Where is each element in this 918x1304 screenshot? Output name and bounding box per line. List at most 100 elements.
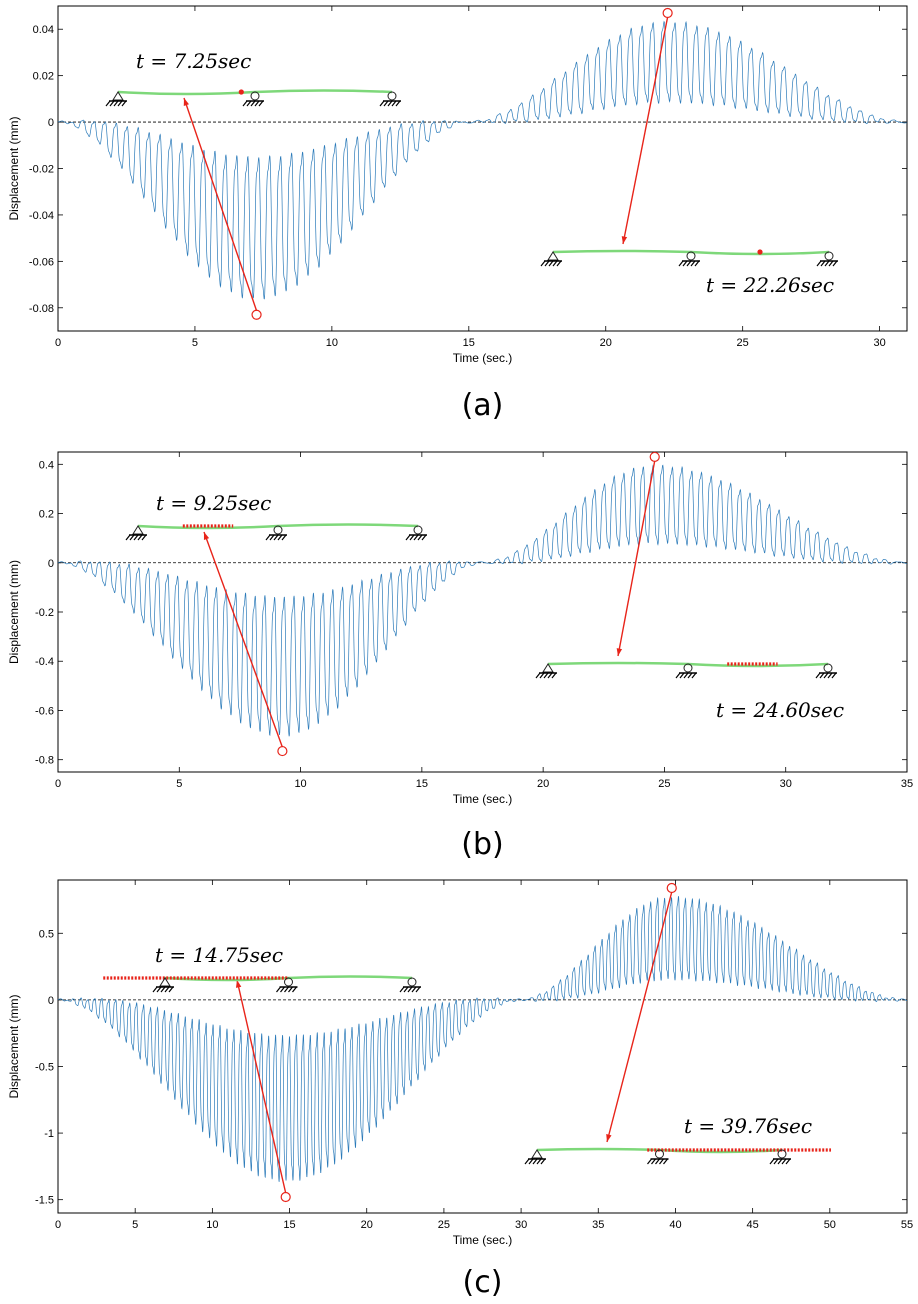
x-tick-label: 10 [294, 778, 306, 790]
peak-arrow [183, 97, 258, 311]
chart-a: 0 5 10 15 20 25 30 -0.08 -0.06 -0.04 -0.02 0 0.02 0.0… [7, 5, 908, 423]
hatch [276, 986, 281, 993]
hatch [125, 534, 131, 541]
arrow-head [616, 648, 623, 656]
arrow-head [621, 236, 628, 244]
hatch [395, 100, 401, 107]
x-axis-label: Time (sec.) [453, 351, 513, 365]
time-label: t = 7.25sec [136, 49, 251, 73]
arrow-head [183, 98, 189, 106]
y-tick-label: 0.04 [33, 24, 54, 36]
hatch [528, 1158, 534, 1165]
roller-support [675, 663, 697, 679]
x-tick-label: 5 [132, 1219, 138, 1231]
x-tick-label: 0 [55, 778, 61, 790]
figure-caption: (c) [463, 1265, 503, 1300]
roller-support [242, 91, 264, 107]
hatch [269, 534, 275, 541]
hatch [164, 986, 170, 993]
y-tick-label: -1.5 [35, 1195, 54, 1207]
hatch [250, 100, 256, 107]
time-label: t = 9.25sec [156, 491, 271, 515]
peak-marker [251, 309, 262, 320]
x-tick-label: 15 [463, 337, 475, 349]
hatch [694, 260, 700, 267]
hatch [411, 986, 417, 993]
hatch [769, 1158, 775, 1165]
x-tick-label: 10 [326, 337, 338, 349]
hatch [831, 672, 837, 679]
hatch [415, 986, 421, 993]
hatch [535, 672, 541, 679]
roller-support [379, 91, 401, 107]
x-tick-label: 35 [592, 1219, 604, 1231]
hatch [413, 534, 419, 541]
peak-marker [649, 451, 660, 463]
y-tick-label: 0.02 [33, 71, 54, 83]
chart-b: 0 5 10 15 20 25 30 35 -0.8 -0.6 -0.4 -0.2 0 0.2 0.4 Tim… [7, 451, 913, 862]
hatch [280, 986, 285, 993]
roller-circle [284, 977, 293, 987]
hatch [281, 534, 287, 541]
hatch [675, 672, 681, 679]
y-tick-label: -0.6 [35, 705, 54, 717]
hatch [273, 534, 279, 541]
hatch [532, 1158, 538, 1165]
time-label: t = 39.76sec [684, 1114, 812, 1138]
time-label: t = 22.26sec [706, 273, 834, 297]
roller-support [678, 251, 700, 267]
hatch [399, 986, 405, 993]
roller-circle [413, 525, 423, 535]
roller-support [399, 977, 421, 993]
y-tick-label: 0 [48, 995, 54, 1007]
x-tick-label: 20 [361, 1219, 373, 1231]
hatch [690, 260, 696, 267]
hatch [288, 986, 293, 993]
pin-support [152, 977, 174, 993]
pin-triangle [547, 251, 559, 261]
beam-snapshot-2 [524, 1147, 831, 1165]
load-point [238, 89, 244, 95]
y-tick-label: -0.02 [29, 164, 54, 176]
hatch [540, 260, 546, 267]
x-tick-label: 30 [515, 1219, 527, 1231]
hatch [109, 100, 115, 107]
series-line [57, 896, 908, 1182]
roller-circle [407, 977, 417, 987]
hatch [258, 100, 264, 107]
time-label: t = 14.75sec [155, 943, 283, 967]
peak-arrow [606, 891, 673, 1143]
x-tick-label: 35 [901, 778, 913, 790]
hatch [556, 260, 562, 267]
load-point [757, 249, 763, 255]
hatch [651, 1158, 656, 1165]
x-axis-label: Time (sec.) [453, 1233, 513, 1247]
series-line [57, 464, 907, 737]
hatch [659, 1158, 664, 1165]
hatch [548, 260, 554, 267]
y-tick-label: -0.08 [29, 303, 54, 315]
peak-marker [280, 1191, 291, 1203]
x-tick-label: 45 [747, 1219, 759, 1231]
hatch [160, 986, 166, 993]
hatch [785, 1158, 791, 1165]
hatch [655, 1158, 660, 1165]
roller-support [276, 977, 298, 993]
roller-support [769, 1149, 791, 1165]
x-tick-label: 50 [824, 1219, 836, 1231]
hatch [121, 100, 127, 107]
hatch [242, 100, 248, 107]
roller-circle [387, 91, 397, 101]
peak-arrow [621, 16, 669, 245]
beam-snapshot-2 [535, 661, 837, 679]
hatch [391, 100, 397, 107]
hatch [117, 100, 123, 107]
hatch [683, 672, 689, 679]
arrow-shaft [606, 891, 673, 1143]
hatch [417, 534, 423, 541]
arrow-head [235, 980, 242, 988]
hatch [820, 260, 826, 267]
roller-circle [824, 251, 834, 261]
peak-arrow [235, 979, 287, 1194]
